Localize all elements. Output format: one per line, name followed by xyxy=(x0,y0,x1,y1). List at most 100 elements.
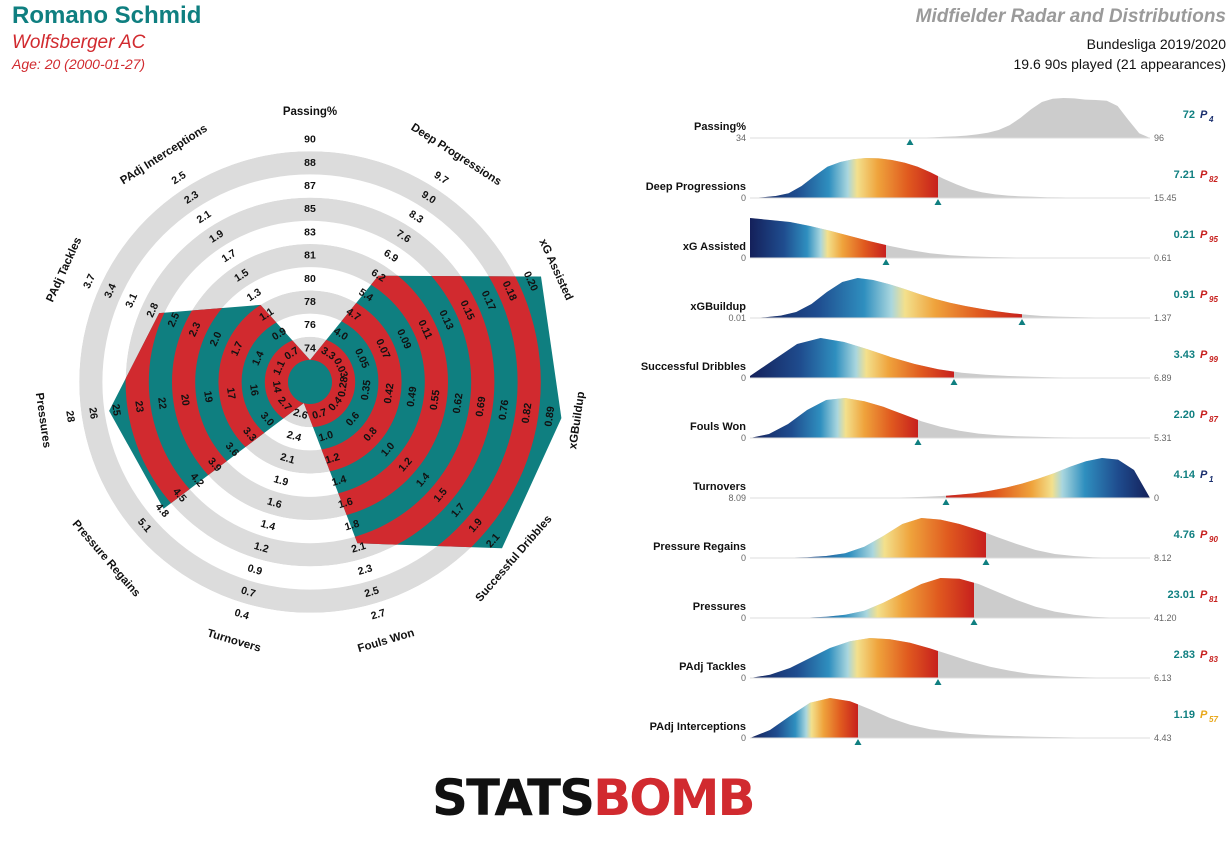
radar-tick-label: 2.5 xyxy=(165,311,182,329)
percentile-value: 90 xyxy=(1209,535,1218,544)
metric-label: Fouls Won xyxy=(690,421,746,433)
percentile-p: P xyxy=(1200,469,1208,481)
radar-tick-label: 83 xyxy=(304,226,316,238)
chart-title: Midfielder Radar and Distributions xyxy=(915,6,1226,27)
range-max: 6.89 xyxy=(1154,373,1172,383)
metric-label: Successful Dribbles xyxy=(641,361,746,373)
radar-tick-label: 88 xyxy=(304,157,316,169)
player-age: Age: 20 (2000-01-27) xyxy=(12,56,146,72)
radar-tick-label: 2.8 xyxy=(144,301,161,319)
range-min: 0.01 xyxy=(728,313,746,323)
distribution-fill xyxy=(750,158,938,198)
radar-tick-label: 0.76 xyxy=(497,399,512,421)
metric-label: Pressures xyxy=(693,601,746,613)
range-min: 0 xyxy=(741,553,746,563)
minutes-played: 19.6 90s played (21 appearances) xyxy=(1013,56,1226,72)
radar-tick-label: 26 xyxy=(86,407,100,420)
value-marker xyxy=(1018,319,1026,325)
radar-axis-label: Passing% xyxy=(283,106,337,118)
radar-tick-label: 2.7 xyxy=(370,607,388,623)
range-min: 0 xyxy=(741,673,746,683)
player-value: 4.76 xyxy=(1174,529,1195,541)
percentile-p: P xyxy=(1200,589,1208,601)
metric-label: Pressure Regains xyxy=(653,541,746,553)
range-max: 96 xyxy=(1154,133,1164,143)
radar-tick-label: 22 xyxy=(155,397,169,410)
radar-tick-label: 2.0 xyxy=(208,330,225,348)
range-min: 8.09 xyxy=(728,493,746,503)
value-marker xyxy=(934,199,942,205)
radar-tick-label: 1.2 xyxy=(324,451,342,467)
percentile-p: P xyxy=(1200,349,1208,361)
radar-tick-label: 0.89 xyxy=(543,405,558,427)
radar-axis-label: xGBuildup xyxy=(567,391,587,450)
range-max: 0 xyxy=(1154,493,1159,503)
distribution-fill xyxy=(750,278,1022,318)
radar-tick-label: 76 xyxy=(304,319,316,331)
range-max: 41.20 xyxy=(1154,613,1177,623)
player-name: Romano Schmid xyxy=(12,2,202,29)
value-marker xyxy=(906,139,914,145)
range-min: 0 xyxy=(741,373,746,383)
value-marker xyxy=(882,259,890,265)
distribution-fill xyxy=(946,458,1150,498)
radar-tick-label: 28 xyxy=(63,410,77,423)
radar-tick-label: 3.4 xyxy=(102,282,119,300)
radar-tick-label: 1.6 xyxy=(337,495,355,511)
percentile-value: 95 xyxy=(1209,295,1218,304)
percentile-value: 95 xyxy=(1209,235,1218,244)
radar-tick-label: 0.55 xyxy=(428,389,443,411)
range-max: 0.61 xyxy=(1154,253,1172,263)
range-min: 0 xyxy=(741,253,746,263)
radar-tick-label: 1.1 xyxy=(271,359,288,377)
range-min: 0 xyxy=(741,733,746,743)
radar-tick-label: 1.4 xyxy=(259,518,277,534)
percentile-p: P xyxy=(1200,529,1208,541)
percentile-p: P xyxy=(1200,709,1208,721)
radar-tick-label: 0.42 xyxy=(382,382,397,404)
polygon-band xyxy=(264,336,356,428)
radar-tick-label: 2.1 xyxy=(279,451,297,467)
radar-tick-label: 1.6 xyxy=(266,495,284,511)
radar-axis-label: Fouls Won xyxy=(356,627,416,655)
value-marker xyxy=(854,739,862,745)
radar-tick-label: 1.4 xyxy=(250,349,267,367)
percentile-p: P xyxy=(1200,229,1208,241)
percentile-p: P xyxy=(1200,409,1208,421)
metric-label: PAdj Tackles xyxy=(679,661,746,673)
radar-tick-label: 78 xyxy=(304,296,316,308)
percentile-p: P xyxy=(1200,649,1208,661)
club-name: Wolfsberger AC xyxy=(12,32,146,53)
competition: Bundesliga 2019/2020 xyxy=(1086,36,1226,52)
radar-tick-label: 16 xyxy=(247,383,261,396)
metric-label: PAdj Interceptions xyxy=(650,721,746,733)
distribution-fill xyxy=(750,578,974,618)
radar-tick-label: 90 xyxy=(304,134,316,146)
percentile-value: 81 xyxy=(1209,595,1218,604)
player-value: 2.20 xyxy=(1174,409,1195,421)
player-value: 0.21 xyxy=(1174,229,1195,241)
radar-tick-label: 2.3 xyxy=(356,562,374,578)
metric-label: Turnovers xyxy=(693,481,746,493)
value-marker xyxy=(982,559,990,565)
range-max: 1.37 xyxy=(1154,313,1172,323)
radar-tick-label: 3.7 xyxy=(81,272,98,290)
distribution-fill xyxy=(750,218,886,258)
value-marker xyxy=(942,499,950,505)
player-value: 3.43 xyxy=(1174,349,1195,361)
radar-tick-label: 2.5 xyxy=(363,584,381,600)
range-max: 5.31 xyxy=(1154,433,1172,443)
radar-tick-label: 2.3 xyxy=(187,320,204,338)
radar-tick-label: 2.4 xyxy=(285,429,303,445)
radar-center xyxy=(288,360,332,404)
radar-tick-label: 0.69 xyxy=(474,395,489,417)
radar-tick-label: 14 xyxy=(270,380,284,393)
radar-tick-label: 1.4 xyxy=(330,473,348,489)
radar-tick-label: 1.0 xyxy=(317,429,335,445)
radar-tick-label: 2.6 xyxy=(292,406,310,422)
distribution-fill xyxy=(750,638,938,678)
percentile-value: 82 xyxy=(1209,175,1218,184)
radar-tick-label: 0.62 xyxy=(451,392,466,414)
player-value: 72 xyxy=(1183,109,1195,121)
